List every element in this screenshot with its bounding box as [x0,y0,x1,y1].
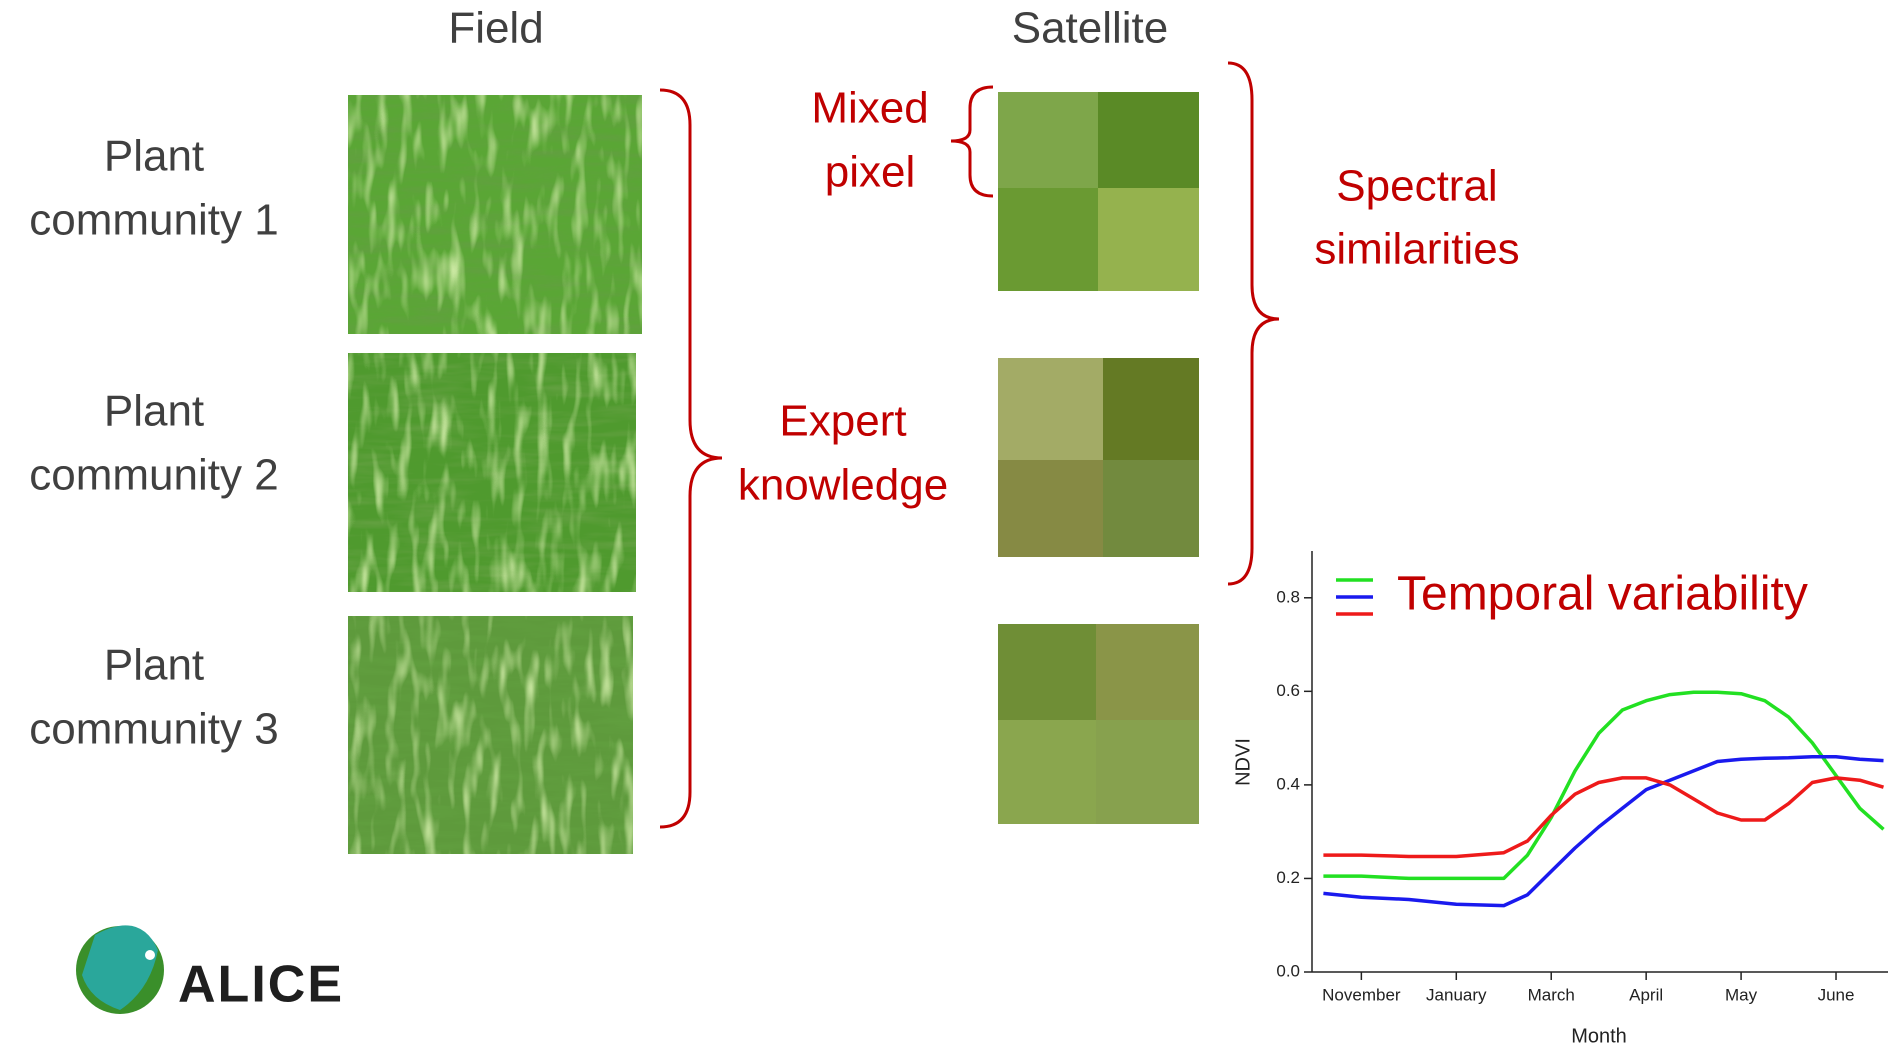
series-line [1323,755,1884,908]
x-axis-label: Month [1571,1025,1627,1047]
pixel [1098,92,1199,188]
pixel [998,92,1098,188]
x-tick-label: June [1818,985,1855,1004]
x-tick-label: March [1528,985,1575,1004]
community-label: Plant [104,387,204,436]
annotation: Spectral [1336,162,1497,211]
annotation: Expert [779,397,906,446]
annotation: similarities [1314,225,1519,274]
logo-text: ALICE [178,956,344,1014]
logo-face [82,925,158,1010]
x-tick-label: April [1629,985,1663,1004]
y-tick-label: 0.8 [1276,587,1300,606]
community-label: Plant [104,132,204,181]
brace [659,88,723,829]
y-tick-label: 0.4 [1276,774,1300,793]
brace [1227,61,1280,586]
x-tick-label: January [1426,985,1487,1004]
chart-annotation: Temporal variability [1397,568,1808,621]
pixel [1103,358,1199,460]
y-axis-label: NDVI [1232,738,1254,786]
series-line [1323,776,1884,859]
ndvi-chart: 0.0 0.2 0.4 0.6 0.8 November January March April… [1232,551,1888,1047]
x-tick-label: May [1725,985,1758,1004]
annotation: Mixed [811,84,928,133]
pixel [998,720,1096,824]
photo [348,95,642,334]
field-header: Field [448,4,543,53]
community-label: community 2 [29,451,278,500]
field-photos [348,95,642,854]
photo [348,353,636,592]
annotation: pixel [825,148,916,197]
satellite-pixels [998,92,1199,824]
brace [950,85,994,198]
community-label: community 3 [29,705,278,754]
pixel [998,460,1103,557]
y-tick-label: 0.2 [1276,868,1300,887]
community-label: community 1 [29,196,278,245]
logo-eye [145,950,155,960]
pixel [998,624,1096,720]
plot-lines [1323,690,1885,908]
pixel [1096,624,1199,720]
annotation: knowledge [738,461,948,510]
pixel [1098,188,1199,291]
y-tick-label: 0.0 [1276,961,1300,980]
logo: ALICE [76,925,344,1014]
y-tick-label: 0.6 [1276,681,1300,700]
community-label: Plant [104,641,204,690]
pixel [998,188,1098,291]
community-labels: Plant community 1 Plant community 2 Plan… [29,132,278,754]
pixel [998,358,1103,460]
x-tick-label: November [1322,985,1401,1004]
satellite-header: Satellite [1012,4,1169,53]
pixel [1096,720,1199,824]
series-line [1323,690,1885,881]
pixel [1103,460,1199,557]
photo [348,616,633,854]
